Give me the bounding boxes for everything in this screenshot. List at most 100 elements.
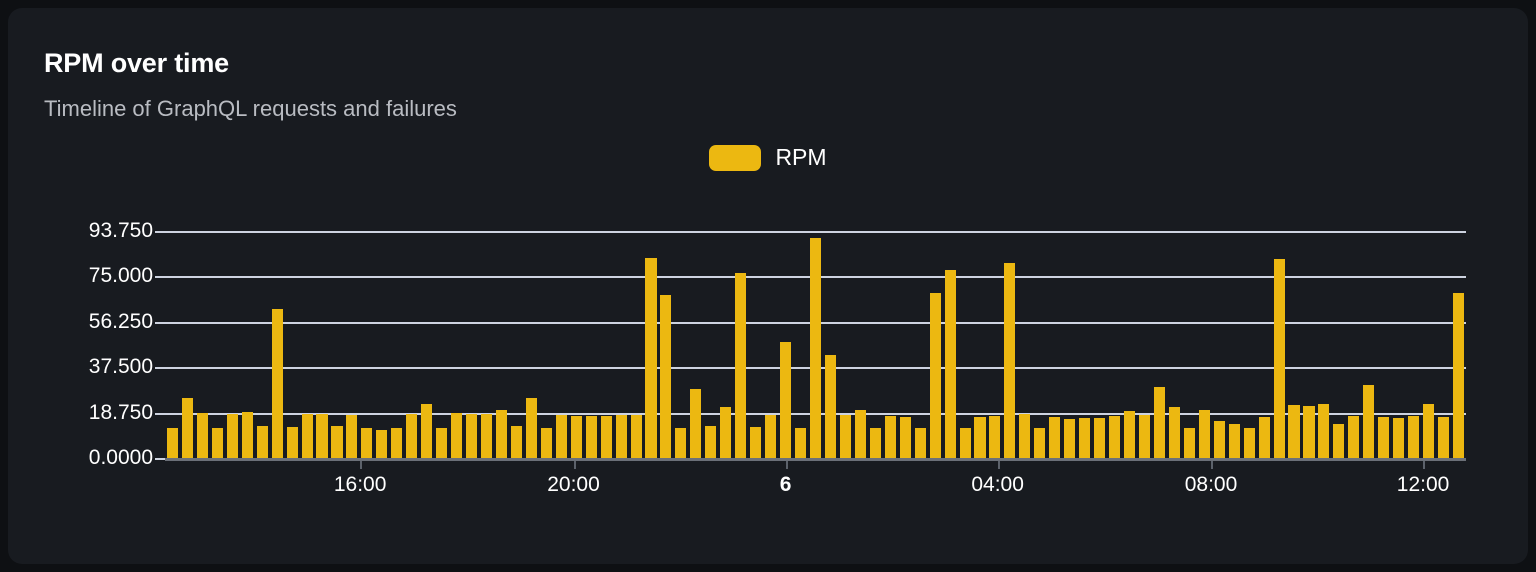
bar[interactable] xyxy=(406,413,418,458)
bar[interactable] xyxy=(600,415,612,458)
bar[interactable] xyxy=(166,427,178,458)
bar[interactable] xyxy=(1378,417,1390,458)
bar[interactable] xyxy=(615,415,627,458)
bar[interactable] xyxy=(436,427,448,458)
bar[interactable] xyxy=(1109,415,1121,458)
bar[interactable] xyxy=(1423,403,1435,458)
bar[interactable] xyxy=(1228,423,1240,458)
bar[interactable] xyxy=(884,416,896,458)
bar[interactable] xyxy=(540,428,552,458)
bar[interactable] xyxy=(914,427,926,458)
bar[interactable] xyxy=(495,409,507,458)
bar[interactable] xyxy=(376,429,388,458)
bar[interactable] xyxy=(1153,386,1165,458)
bar[interactable] xyxy=(1288,404,1300,458)
bar[interactable] xyxy=(346,415,358,458)
bar[interactable] xyxy=(1049,417,1061,458)
bar[interactable] xyxy=(1393,417,1405,458)
bar[interactable] xyxy=(1408,416,1420,458)
bar[interactable] xyxy=(1258,417,1270,458)
bar[interactable] xyxy=(839,415,851,458)
x-axis-line xyxy=(165,458,1466,461)
bar[interactable] xyxy=(1213,420,1225,458)
bar[interactable] xyxy=(525,398,537,458)
bar[interactable] xyxy=(1348,415,1360,458)
y-axis-tick-mark xyxy=(155,321,165,324)
bar[interactable] xyxy=(899,416,911,458)
bar[interactable] xyxy=(1452,293,1465,458)
chart-card: RPM over time Timeline of GraphQL reques… xyxy=(8,8,1528,564)
bar[interactable] xyxy=(211,428,223,458)
bar[interactable] xyxy=(585,416,597,458)
bar[interactable] xyxy=(1019,414,1031,458)
bar[interactable] xyxy=(809,237,822,458)
bar[interactable] xyxy=(1079,417,1091,458)
bar[interactable] xyxy=(989,416,1001,458)
bar[interactable] xyxy=(301,413,313,458)
bar[interactable] xyxy=(675,427,687,458)
bar[interactable] xyxy=(1034,428,1046,458)
chart-subtitle: Timeline of GraphQL requests and failure… xyxy=(44,96,457,121)
y-axis-tick-label: 0.0000 xyxy=(88,446,153,469)
bar[interactable] xyxy=(660,294,672,458)
bar[interactable] xyxy=(1124,411,1136,458)
bar[interactable] xyxy=(645,258,657,458)
bar[interactable] xyxy=(421,403,433,458)
bar[interactable] xyxy=(795,427,807,458)
bar[interactable] xyxy=(705,425,717,458)
bar[interactable] xyxy=(466,414,478,458)
bar[interactable] xyxy=(720,407,732,458)
bar[interactable] xyxy=(271,309,283,458)
bar[interactable] xyxy=(480,414,493,458)
bar[interactable] xyxy=(944,270,956,458)
bar[interactable] xyxy=(241,412,253,458)
bar[interactable] xyxy=(1183,427,1195,458)
bar[interactable] xyxy=(1198,410,1210,458)
x-axis-tick-mark xyxy=(785,461,788,469)
chart-legend: RPM xyxy=(8,144,1528,171)
x-axis-tick-label: 12:00 xyxy=(1396,473,1450,496)
bar[interactable] xyxy=(630,415,642,458)
bar[interactable] xyxy=(451,413,463,458)
bar[interactable] xyxy=(555,415,567,458)
bar[interactable] xyxy=(974,416,986,458)
bar[interactable] xyxy=(1094,418,1106,458)
bar[interactable] xyxy=(510,426,522,458)
bar[interactable] xyxy=(570,415,582,458)
x-axis-tick-label: 04:00 xyxy=(971,473,1024,496)
bar[interactable] xyxy=(869,427,881,458)
bar[interactable] xyxy=(1004,263,1016,458)
bar[interactable] xyxy=(750,426,762,458)
bar[interactable] xyxy=(854,410,866,458)
bar[interactable] xyxy=(1438,416,1450,458)
bar[interactable] xyxy=(226,413,238,458)
bar[interactable] xyxy=(1363,385,1375,458)
bar[interactable] xyxy=(1168,407,1180,458)
bar[interactable] xyxy=(929,293,941,458)
bar[interactable] xyxy=(1064,419,1076,458)
bar[interactable] xyxy=(824,355,836,458)
bar[interactable] xyxy=(690,389,702,458)
bar[interactable] xyxy=(1303,405,1315,458)
bar[interactable] xyxy=(959,427,971,458)
bar[interactable] xyxy=(1138,414,1151,458)
bar[interactable] xyxy=(765,415,777,458)
bar[interactable] xyxy=(780,341,792,458)
bar[interactable] xyxy=(256,426,268,458)
x-axis-tick-mark xyxy=(1211,461,1213,469)
y-axis-tick-label: 56.250 xyxy=(88,309,153,333)
bar[interactable] xyxy=(391,428,403,458)
bar-series-rpm xyxy=(165,231,1466,458)
bar[interactable] xyxy=(735,273,747,458)
bar[interactable] xyxy=(331,426,343,458)
bar[interactable] xyxy=(1273,259,1285,458)
bar[interactable] xyxy=(286,427,298,458)
bar[interactable] xyxy=(361,427,373,458)
bar[interactable] xyxy=(1243,427,1255,458)
bar[interactable] xyxy=(181,397,193,458)
bar[interactable] xyxy=(1333,423,1345,458)
bar[interactable] xyxy=(316,414,328,458)
bar[interactable] xyxy=(1318,404,1330,458)
y-axis-tick-label: 93.750 xyxy=(88,219,153,242)
bar[interactable] xyxy=(196,412,208,458)
